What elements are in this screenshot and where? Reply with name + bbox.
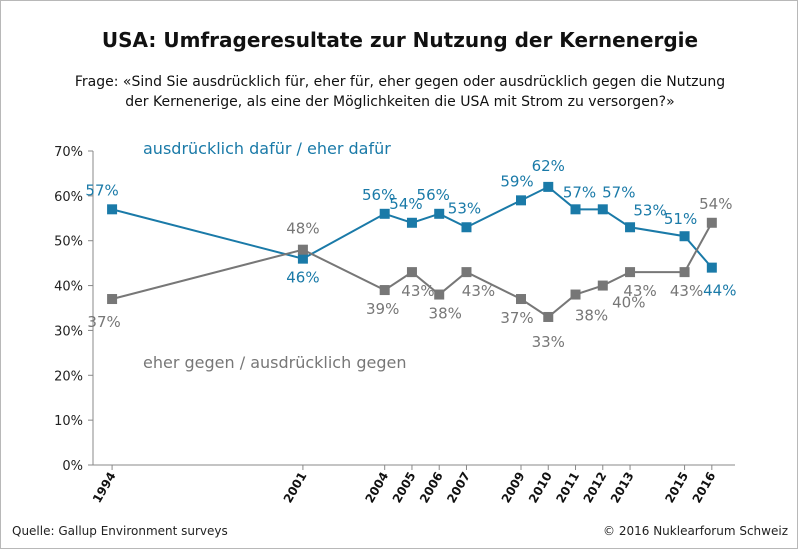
data-point-marker (570, 289, 581, 300)
x-tick-label: 2011 (553, 470, 582, 506)
y-tick-label: 70% (54, 145, 83, 160)
data-label: 37% (500, 309, 533, 327)
data-label: 46% (286, 269, 319, 287)
source-note: Quelle: Gallup Environment surveys (12, 524, 228, 538)
data-point-marker (434, 289, 445, 300)
data-point-marker (543, 181, 554, 192)
x-tick-label: 2006 (417, 470, 446, 506)
data-point-marker (706, 217, 717, 228)
data-label: 44% (703, 282, 736, 300)
x-tick-label: 2010 (526, 470, 555, 506)
x-tick-label: 2007 (444, 470, 473, 506)
y-tick-label: 60% (54, 190, 83, 205)
data-label: 59% (500, 172, 533, 190)
x-tick-label: 2004 (362, 470, 391, 506)
y-tick-label: 50% (54, 235, 83, 250)
data-label: 54% (699, 195, 732, 213)
data-point-marker (379, 208, 390, 219)
data-point-marker (297, 244, 308, 255)
x-tick-label: 2012 (581, 470, 610, 506)
data-point-marker (625, 222, 636, 233)
data-label: 40% (612, 294, 645, 312)
series-name-pro: ausdrücklich dafür / eher dafür (143, 139, 391, 158)
x-tick-label: 2016 (690, 470, 719, 506)
copyright-note: © 2016 Nuklearforum Schweiz (603, 524, 788, 538)
question-line-2: der Kernenerige, als eine der Möglichkei… (125, 94, 675, 110)
data-label: 38% (575, 307, 608, 325)
y-tick-label: 40% (54, 280, 83, 295)
data-label: 57% (563, 183, 596, 201)
x-tick-label: 2013 (608, 470, 637, 506)
y-tick-label: 30% (54, 324, 83, 339)
y-tick-label: 0% (62, 459, 83, 474)
data-point-marker (461, 267, 472, 278)
data-point-marker (107, 204, 118, 215)
data-point-marker (625, 267, 636, 278)
data-label: 56% (362, 186, 395, 204)
data-label: 43% (623, 282, 656, 300)
x-tick-label: 2001 (281, 470, 310, 506)
data-label: 51% (664, 210, 697, 228)
data-point-marker (706, 262, 717, 273)
data-point-marker (679, 267, 690, 278)
chart-title: USA: Umfrageresultate zur Nutzung der Ke… (101, 28, 699, 52)
x-tick-label: 2015 (662, 470, 691, 506)
x-tick-label: 2009 (499, 470, 528, 506)
data-point-marker (516, 294, 526, 305)
x-tick-label: 2005 (390, 470, 419, 506)
data-label: 33% (532, 333, 565, 351)
data-label: 56% (417, 186, 450, 204)
x-tick-label: 1994 (90, 470, 119, 506)
data-point-marker (297, 253, 308, 264)
data-label: 38% (429, 305, 462, 323)
data-label: 57% (602, 183, 635, 201)
data-label: 62% (532, 157, 565, 175)
data-label: 43% (462, 282, 495, 300)
data-label: 53% (633, 201, 666, 219)
data-point-marker (406, 267, 417, 278)
data-point-marker (679, 231, 690, 242)
y-tick-label: 10% (54, 414, 83, 429)
data-point-marker (597, 280, 608, 291)
data-point-marker (461, 222, 472, 233)
data-point-marker (406, 217, 417, 228)
data-point-marker (516, 195, 526, 206)
data-label: 54% (389, 195, 422, 213)
series-name-contra: eher gegen / ausdrücklich gegen (143, 353, 406, 372)
data-point-marker (543, 311, 554, 322)
data-label: 57% (85, 181, 118, 199)
data-label: 53% (448, 199, 481, 217)
data-point-marker (597, 204, 608, 215)
data-point-marker (107, 294, 118, 305)
data-label: 37% (87, 313, 120, 331)
data-label: 48% (286, 220, 319, 238)
data-point-marker (434, 208, 445, 219)
data-label: 43% (401, 282, 434, 300)
data-label: 39% (366, 300, 399, 318)
question-line-1: Frage: «Sind Sie ausdrücklich für, eher … (74, 74, 726, 90)
data-point-marker (379, 285, 390, 296)
data-label: 43% (670, 282, 703, 300)
y-tick-label: 20% (54, 369, 83, 384)
data-point-marker (570, 204, 581, 215)
